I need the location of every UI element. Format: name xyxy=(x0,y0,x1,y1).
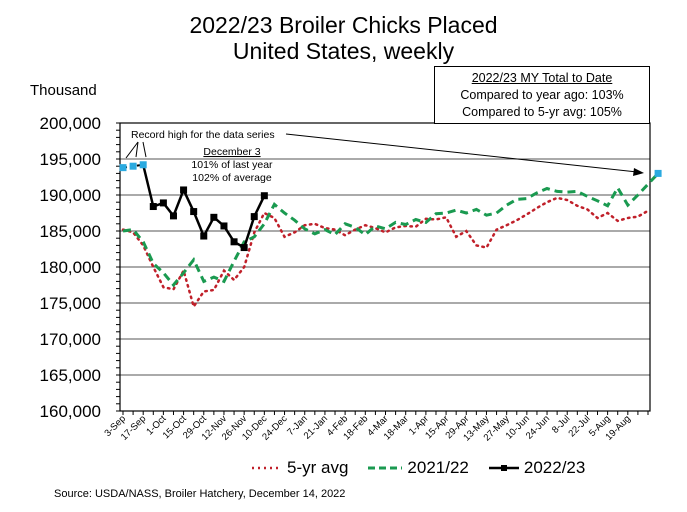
data-point-marker xyxy=(260,192,268,200)
data-point-marker xyxy=(250,213,258,221)
y-tick-label: 170,000 xyxy=(40,330,101,349)
series-lines xyxy=(119,161,662,310)
y-axis: 160,000 165,000 170,000 175,000 180,000 185,0… xyxy=(40,114,120,421)
data-point-marker xyxy=(169,212,177,220)
legend-item-2021-22: 2021/22 xyxy=(366,458,469,478)
summary-line-5yr-avg: Compared to 5-yr avg: 105% xyxy=(462,105,622,119)
x-tick-label: 22-Jul xyxy=(566,413,592,439)
summary-box: 2022/23 MY Total to Date Compared to yea… xyxy=(434,66,650,124)
y-axis-unit-label: Thousand xyxy=(30,82,97,99)
gridlines xyxy=(120,158,650,376)
annotation-last-year: 101% of last year xyxy=(191,159,273,171)
summary-line-year-ago: Compared to year ago: 103% xyxy=(460,88,624,102)
data-point-marker xyxy=(240,244,248,252)
legend-item-5yr-avg: 5-yr avg xyxy=(250,458,348,478)
series-5yr-avg xyxy=(121,196,650,310)
annotation-record-high: Record high for the data series xyxy=(125,129,644,176)
data-point-marker xyxy=(200,232,208,240)
y-tick-label: 200,000 xyxy=(40,114,101,133)
record-high-marker xyxy=(139,161,147,169)
legend-item-2022-23: 2022/23 xyxy=(487,458,585,478)
record-high-text: Record high for the data series xyxy=(131,129,275,141)
annotation-december-3: December 3 101% of last year 102% of ave… xyxy=(191,146,273,184)
y-tick-label: 175,000 xyxy=(40,294,101,313)
data-point-marker xyxy=(220,222,228,230)
series-2021-22 xyxy=(122,172,660,288)
dotted-line-icon xyxy=(252,466,282,470)
legend-label: 2022/23 xyxy=(523,458,586,477)
annotation-date: December 3 xyxy=(203,146,260,158)
y-tick-label: 160,000 xyxy=(40,402,101,421)
legend-label: 2021/22 xyxy=(407,458,469,477)
record-high-marker xyxy=(129,162,137,170)
plot-frame xyxy=(119,122,651,412)
record-arrow-2 xyxy=(135,141,139,158)
chart-title: 2022/23 Broiler Chicks Placed United Sta… xyxy=(0,12,687,64)
x-axis: 3-Sep17-Sep1-Oct15-Oct29-Oct12-Nov26-Nov… xyxy=(102,411,649,444)
data-point-marker xyxy=(149,203,157,211)
source-note: Source: USDA/NASS, Broiler Hatchery, Dec… xyxy=(54,488,346,500)
record-high-marker xyxy=(654,169,662,177)
record-arrow-head-icon xyxy=(633,168,644,176)
y-tick-label: 165,000 xyxy=(40,366,101,385)
legend: 5-yr avg 2021/22 2022/23 xyxy=(250,458,585,478)
data-point-marker xyxy=(210,213,218,221)
summary-heading: 2022/23 MY Total to Date xyxy=(471,71,613,85)
data-point-marker xyxy=(230,238,238,246)
y-tick-label: 185,000 xyxy=(40,222,101,241)
data-point-marker xyxy=(159,199,167,207)
y-tick-label: 190,000 xyxy=(40,186,101,205)
data-point-marker xyxy=(180,186,188,194)
annotation-average: 102% of average xyxy=(192,172,272,184)
legend-label: 5-yr avg xyxy=(287,458,349,477)
record-arrow-3 xyxy=(142,141,147,158)
chart-title-line1: 2022/23 Broiler Chicks Placed xyxy=(189,12,498,38)
data-point-marker xyxy=(190,208,198,216)
chart-title-line2: United States, weekly xyxy=(232,38,455,64)
record-arrow-line xyxy=(285,133,638,173)
y-tick-label: 180,000 xyxy=(40,258,101,277)
record-high-marker xyxy=(119,164,127,172)
dashed-line-icon xyxy=(368,466,403,470)
y-tick-label: 195,000 xyxy=(40,150,101,169)
solid-marker-line-icon xyxy=(488,465,519,471)
record-arrow-1 xyxy=(125,141,139,159)
